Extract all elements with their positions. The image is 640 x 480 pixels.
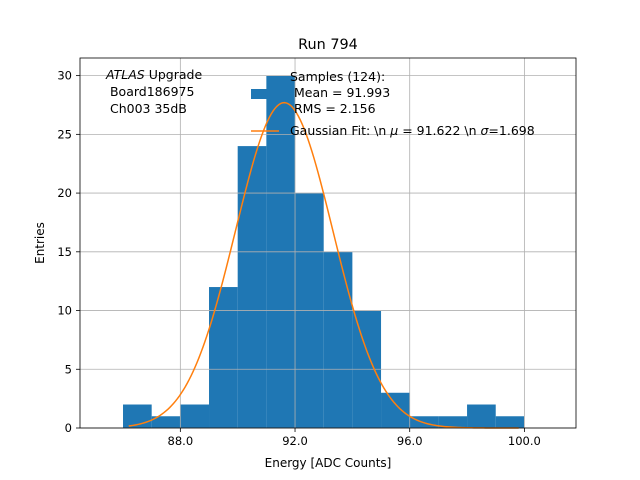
svg-text:ATLAS Upgrade: ATLAS Upgrade — [105, 67, 202, 82]
legend-samples-count: Samples (124): — [290, 69, 385, 84]
histogram-bar — [467, 405, 496, 428]
y-tick-label: 25 — [57, 127, 72, 141]
legend-fit-text: Gaussian Fit: \n μ = 91.622 \n σ=1.698 — [290, 123, 535, 138]
x-tick-label: 92.0 — [282, 434, 308, 448]
histogram-chart: Run 794 88.0 92.0 96.0 100.0 0 5 10 15 20 25 30 En… — [0, 0, 640, 480]
x-tick-label: 88.0 — [168, 434, 194, 448]
x-tick-label: 100.0 — [508, 434, 541, 448]
y-tick-label: 5 — [65, 362, 72, 376]
histogram-bar — [496, 416, 525, 428]
channel-label: Ch003 35dB — [106, 101, 187, 116]
legend-samples-rms: RMS = 2.156 — [290, 101, 376, 116]
histogram-bar — [180, 405, 209, 428]
chart-title: Run 794 — [298, 37, 358, 53]
legend-samples-mean: Mean = 91.993 — [290, 85, 390, 100]
y-tick-label: 30 — [57, 69, 72, 83]
board-label: Board186975 — [106, 84, 194, 99]
histogram-bar — [238, 146, 267, 428]
y-tick-label: 20 — [57, 186, 72, 200]
histogram-bar — [209, 287, 238, 428]
legend-hist-swatch — [251, 89, 279, 99]
y-tick-label: 0 — [65, 421, 72, 435]
atlas-label: ATLAS — [105, 67, 145, 82]
y-tick-label: 10 — [57, 304, 72, 318]
x-axis-label: Energy [ADC Counts] — [265, 456, 392, 470]
histogram-bar — [381, 393, 410, 428]
x-tick-label: 96.0 — [397, 434, 423, 448]
y-tick-label: 15 — [57, 245, 72, 259]
y-axis-label: Entries — [33, 222, 47, 264]
upgrade-label: Upgrade — [145, 67, 203, 82]
histogram-bar — [324, 252, 353, 428]
